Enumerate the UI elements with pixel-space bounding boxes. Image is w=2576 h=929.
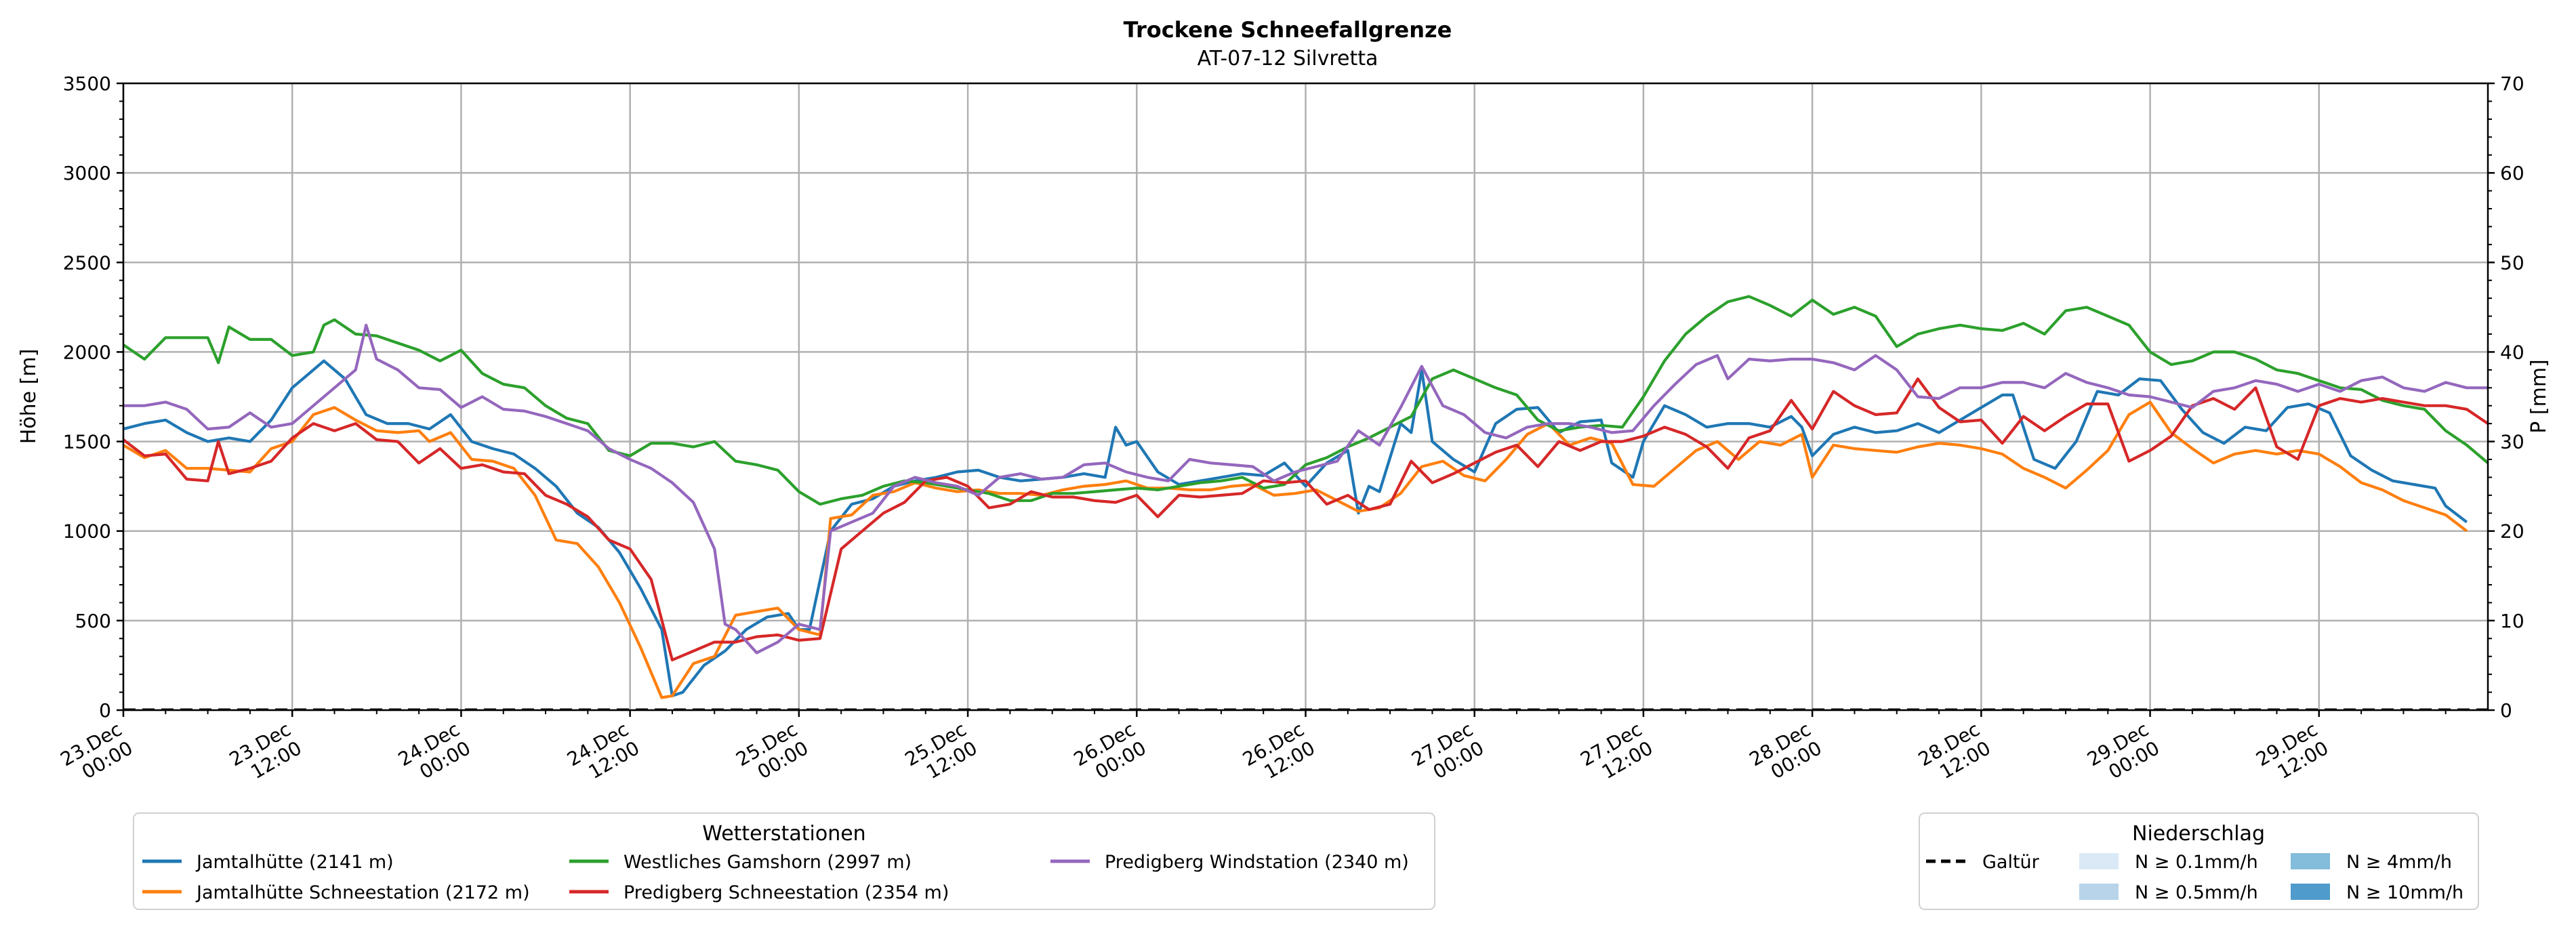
y2-tick-label: 0 bbox=[2500, 699, 2512, 722]
series-line-jamtalh-tte-2141-m- bbox=[123, 359, 2468, 698]
series-line-westliches-gamshorn-2997-m- bbox=[123, 295, 2488, 506]
legend-label: Jamtalhütte Schneestation (2172 m) bbox=[195, 882, 530, 903]
legend-stations-frame bbox=[133, 812, 1435, 910]
legend-label: Predigberg Windstation (2340 m) bbox=[1105, 852, 1409, 873]
x-tick-label: 25.Dec12:00 bbox=[901, 718, 981, 789]
x-tick-label: 29.Dec00:00 bbox=[2083, 718, 2163, 789]
series-line-predigberg-schneestation-2354-m- bbox=[123, 377, 2488, 662]
legend-label: Westliches Gamshorn (2997 m) bbox=[623, 852, 912, 873]
y-tick-label: 1500 bbox=[63, 431, 111, 453]
series-layer bbox=[123, 295, 2488, 710]
legend-precip-swatch bbox=[2079, 884, 2119, 900]
axes: 0 0 500 10 1000 20 1500 30 2000 40 2500 50 3000 60 350… bbox=[57, 73, 2524, 789]
x-tick-label: 23.Dec12:00 bbox=[226, 718, 306, 789]
x-tick-label: 25.Dec00:00 bbox=[732, 718, 812, 789]
x-tick-label: 27.Dec12:00 bbox=[1576, 718, 1656, 789]
y-tick-label: 3000 bbox=[63, 162, 111, 184]
y2-tick-label: 70 bbox=[2500, 73, 2524, 95]
y-tick-label: 2000 bbox=[63, 341, 111, 363]
legend-galtur-label: Galtür bbox=[1982, 852, 2040, 873]
legend-precip-label: N ≥ 10mm/h bbox=[2346, 882, 2463, 903]
legend-precip-swatch bbox=[2291, 853, 2330, 869]
legend-precip-title: Niederschlag bbox=[2132, 822, 2265, 846]
series-line-predigberg-windstation-2340-m- bbox=[123, 323, 2488, 655]
y2-tick-label: 40 bbox=[2500, 341, 2524, 363]
y2-tick-label: 10 bbox=[2500, 610, 2524, 632]
legend-precip-label: N ≥ 4mm/h bbox=[2346, 852, 2452, 873]
legend-precip: Niederschlag Galtür N ≥ 0.1mm/h N ≥ 0.5mm… bbox=[1919, 812, 2479, 910]
y-axis-label: Höhe [m] bbox=[17, 349, 41, 445]
y-tick-label: 2500 bbox=[63, 251, 111, 274]
y2-tick-label: 60 bbox=[2500, 162, 2524, 184]
x-tick-label: 26.Dec00:00 bbox=[1070, 718, 1150, 789]
y-tick-label: 3500 bbox=[63, 73, 111, 95]
y2-tick-label: 20 bbox=[2500, 520, 2524, 543]
legend-label: Predigberg Schneestation (2354 m) bbox=[623, 882, 949, 903]
x-tick-label: 26.Dec12:00 bbox=[1239, 718, 1319, 789]
legend-stations: Wetterstationen Jamtalhütte (2141 m) Jamt… bbox=[133, 812, 1435, 910]
x-tick-label: 24.Dec12:00 bbox=[563, 718, 643, 789]
chart-subtitle: AT-07-12 Silvretta bbox=[1198, 47, 1378, 70]
x-tick-label: 29.Dec12:00 bbox=[2252, 718, 2332, 789]
legend-precip-frame bbox=[1919, 812, 2479, 910]
legend-precip-label: N ≥ 0.1mm/h bbox=[2135, 852, 2258, 873]
x-tick-label: 28.Dec00:00 bbox=[1746, 718, 1826, 789]
legend-label: Jamtalhütte (2141 m) bbox=[195, 852, 394, 873]
y2-tick-label: 50 bbox=[2500, 251, 2524, 274]
legend-precip-swatch bbox=[2291, 884, 2330, 900]
legend-precip-swatch bbox=[2079, 853, 2119, 869]
chart-title: Trockene Schneefallgrenze bbox=[1124, 17, 1452, 43]
legend-stations-title: Wetterstationen bbox=[702, 822, 865, 846]
y-tick-label: 0 bbox=[99, 699, 111, 722]
series-line-jamtalh-tte-schneestation-2172-m- bbox=[123, 400, 2468, 699]
y2-axis-label: P [mm] bbox=[2527, 359, 2551, 433]
x-tick-label: 27.Dec00:00 bbox=[1408, 718, 1488, 789]
x-tick-label: 28.Dec12:00 bbox=[1915, 718, 1995, 789]
legend-precip-label: N ≥ 0.5mm/h bbox=[2135, 882, 2258, 903]
y-tick-label: 500 bbox=[75, 610, 111, 632]
x-tick-label: 24.Dec00:00 bbox=[394, 718, 474, 789]
y2-tick-label: 30 bbox=[2500, 431, 2524, 453]
y-tick-label: 1000 bbox=[63, 520, 111, 543]
x-tick-label: 23.Dec00:00 bbox=[57, 718, 137, 789]
